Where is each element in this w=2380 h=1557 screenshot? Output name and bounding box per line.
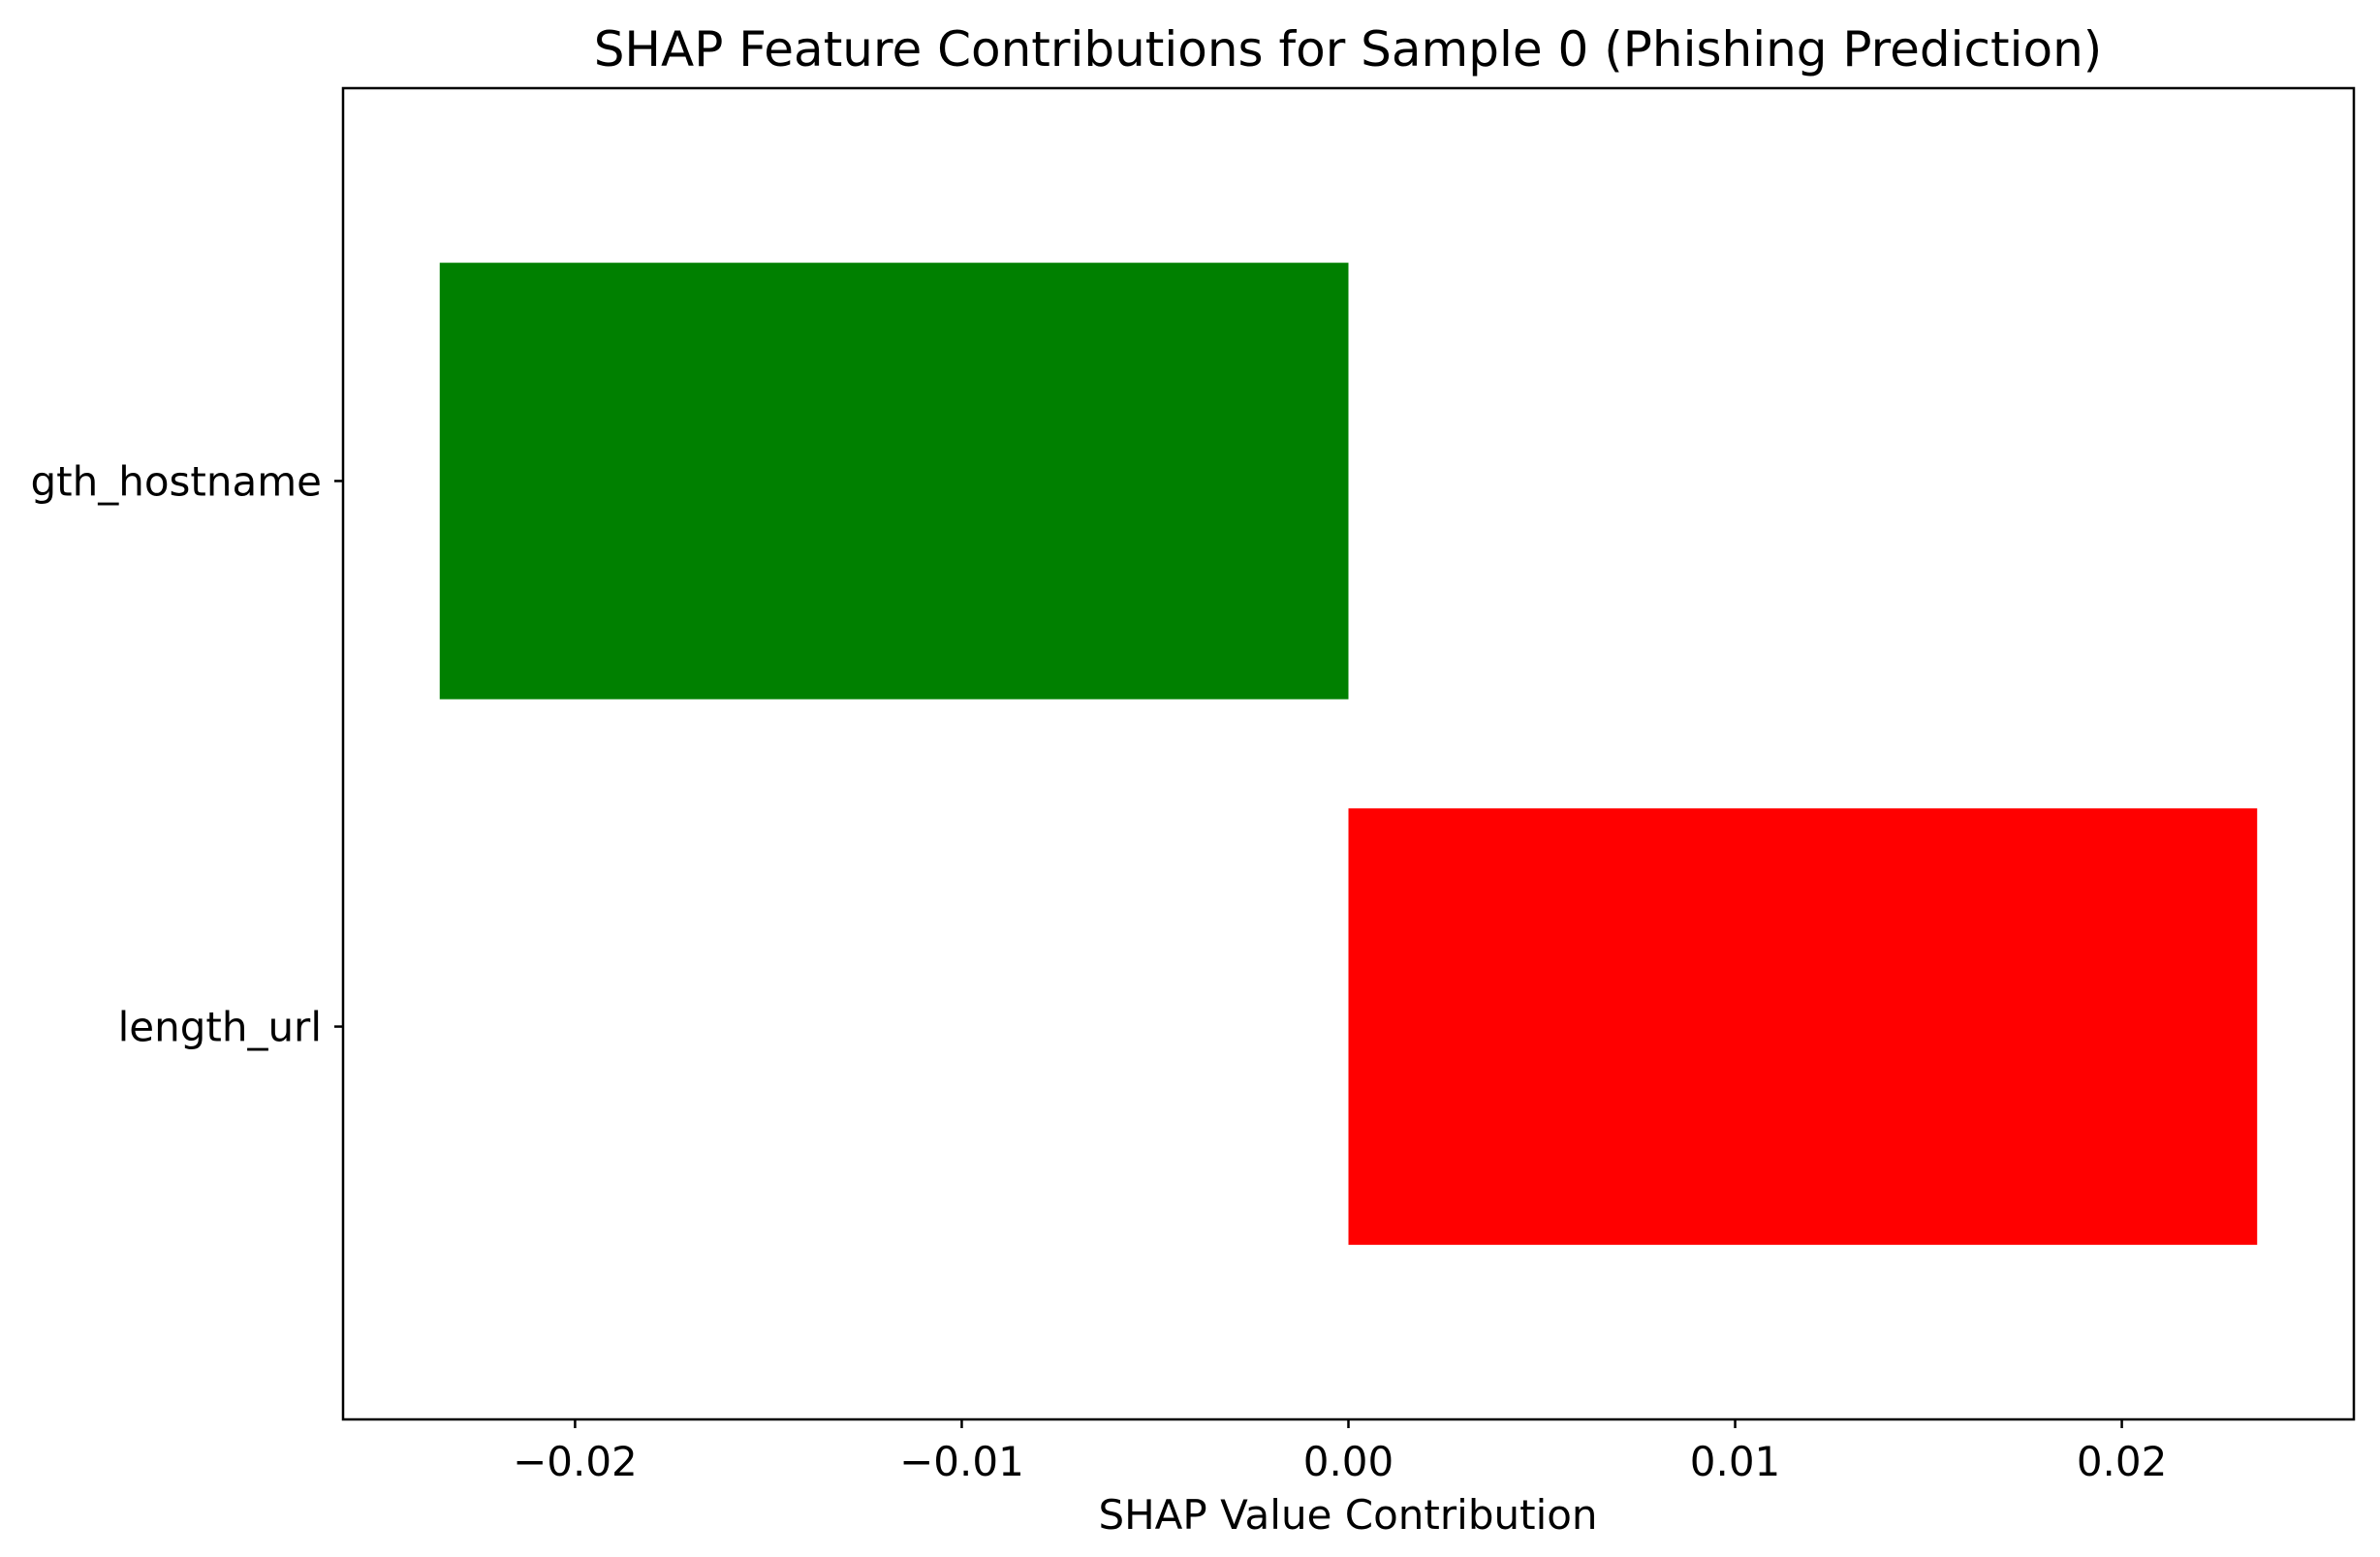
y-tick-label: length_url bbox=[118, 1004, 322, 1051]
x-axis-label: SHAP Value Contribution bbox=[1098, 1491, 1597, 1539]
y-axis: gth_hostname length_url bbox=[30, 457, 343, 1051]
x-tick-label: 0.02 bbox=[2077, 1438, 2168, 1485]
x-tick-label: 0.00 bbox=[1303, 1438, 1394, 1485]
bars-layer bbox=[439, 263, 2258, 1245]
chart-title: SHAP Feature Contributions for Sample 0 … bbox=[594, 21, 2103, 78]
plot-area-frame bbox=[341, 86, 2356, 1421]
x-tick-label: −0.01 bbox=[899, 1438, 1024, 1485]
bar-gth-hostname bbox=[439, 263, 1349, 700]
y-tick-label: gth_hostname bbox=[30, 457, 322, 505]
x-tick-label: 0.01 bbox=[1690, 1438, 1781, 1485]
bar-length-url bbox=[1348, 808, 2258, 1245]
x-tick-label: −0.02 bbox=[513, 1438, 638, 1485]
x-axis: −0.02 −0.01 0.00 0.01 0.02 bbox=[513, 1419, 2167, 1485]
